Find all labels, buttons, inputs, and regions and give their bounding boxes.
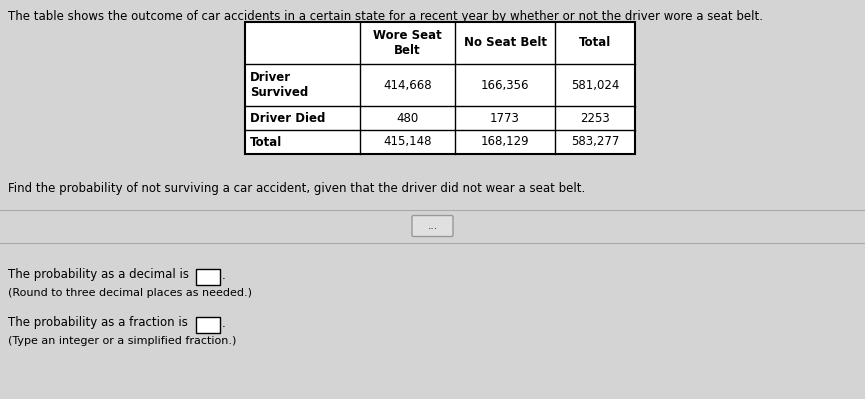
Text: (Type an integer or a simplified fraction.): (Type an integer or a simplified fractio… <box>8 336 236 346</box>
Text: 583,277: 583,277 <box>571 136 619 148</box>
Text: 2253: 2253 <box>580 111 610 124</box>
Text: 415,148: 415,148 <box>383 136 432 148</box>
Text: (Round to three decimal places as needed.): (Round to three decimal places as needed… <box>8 288 252 298</box>
Text: 166,356: 166,356 <box>481 79 529 91</box>
Text: The table shows the outcome of car accidents in a certain state for a recent yea: The table shows the outcome of car accid… <box>8 10 763 23</box>
Text: Wore Seat
Belt: Wore Seat Belt <box>373 29 442 57</box>
Text: .: . <box>222 317 226 330</box>
Text: ...: ... <box>427 221 438 231</box>
Text: No Seat Belt: No Seat Belt <box>464 36 547 49</box>
Text: .: . <box>222 269 226 282</box>
Bar <box>245 22 635 154</box>
FancyBboxPatch shape <box>412 215 453 237</box>
Bar <box>196 269 220 285</box>
Text: The probability as a decimal is: The probability as a decimal is <box>8 268 189 281</box>
Text: Driver Died: Driver Died <box>250 111 325 124</box>
Text: 581,024: 581,024 <box>571 79 619 91</box>
Text: 168,129: 168,129 <box>481 136 529 148</box>
Bar <box>245 22 635 154</box>
Bar <box>196 317 220 333</box>
Text: 480: 480 <box>396 111 419 124</box>
Text: Driver
Survived: Driver Survived <box>250 71 308 99</box>
Text: 1773: 1773 <box>490 111 520 124</box>
Text: 414,668: 414,668 <box>383 79 432 91</box>
Text: Find the probability of not surviving a car accident, given that the driver did : Find the probability of not surviving a … <box>8 182 586 195</box>
Text: The probability as a fraction is: The probability as a fraction is <box>8 316 188 329</box>
Text: Total: Total <box>579 36 612 49</box>
Text: Total: Total <box>250 136 282 148</box>
